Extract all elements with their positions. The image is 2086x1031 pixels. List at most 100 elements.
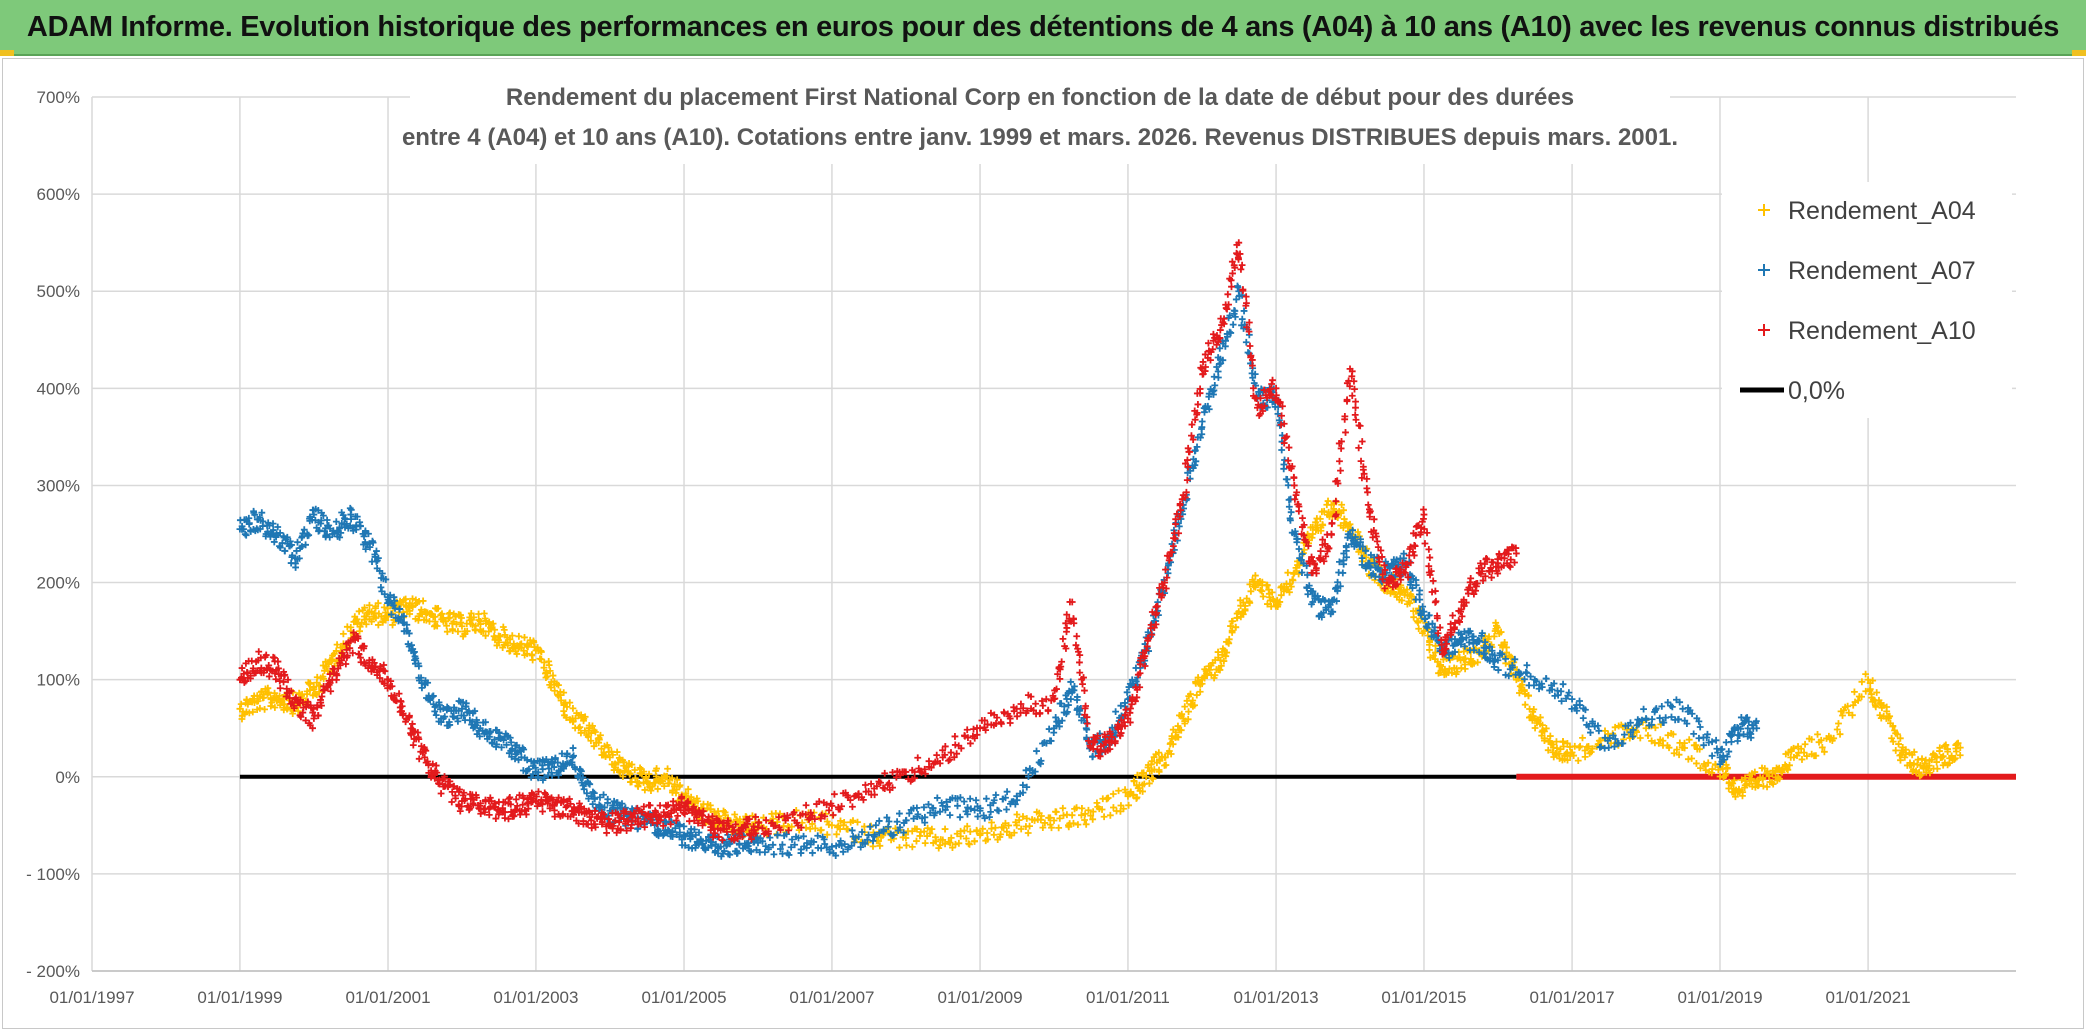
series-Rendement_A07	[236, 282, 1761, 860]
data-point-interp	[471, 707, 479, 715]
data-point-interp	[1115, 787, 1122, 795]
data-point-interp	[1291, 527, 1299, 535]
data-point-interp	[272, 532, 280, 539]
data-point-interp	[631, 774, 639, 782]
data-point-interp	[597, 731, 604, 739]
data-point-interp	[747, 848, 755, 856]
x-tick-label: 01/01/2003	[493, 988, 578, 1007]
data-point-interp	[391, 597, 399, 605]
data-point-interp	[1003, 788, 1011, 796]
data-point-interp	[303, 690, 311, 698]
data-point-interp	[1336, 558, 1343, 566]
data-point-interp	[1423, 624, 1431, 632]
data-point-interp	[1734, 737, 1742, 745]
data-point-interp	[563, 750, 571, 757]
data-point-interp	[460, 712, 468, 719]
data-point-interp	[1808, 736, 1816, 743]
data-point-interp	[1558, 697, 1565, 705]
data-point-interp	[431, 613, 439, 621]
data-point-interp	[1359, 543, 1367, 550]
data-point-interp	[1373, 537, 1381, 545]
data-point-interp	[1542, 725, 1550, 732]
points-layer	[236, 239, 1964, 860]
data-point-interp	[268, 699, 276, 706]
data-point-interp	[1055, 719, 1063, 727]
data-point-interp	[487, 728, 494, 735]
x-tick-label: 01/01/2011	[1086, 988, 1170, 1007]
data-point-interp	[523, 756, 531, 764]
data-point-interp	[1222, 337, 1229, 345]
data-point-interp	[1862, 670, 1870, 678]
data-point-interp	[1492, 622, 1500, 630]
data-point-interp	[566, 699, 574, 707]
data-point-interp	[808, 820, 816, 828]
data-point-interp	[1064, 689, 1072, 697]
data-point-interp	[319, 512, 327, 520]
data-point-interp	[1481, 638, 1489, 646]
data-point-interp	[552, 754, 559, 762]
data-point-interp	[1234, 282, 1241, 290]
data-point-interp	[1277, 591, 1285, 599]
data-point-interp	[1403, 586, 1411, 593]
data-point-interp	[1031, 817, 1038, 824]
data-point-interp	[1123, 688, 1131, 696]
data-point-interp	[465, 707, 473, 715]
data-point-interp	[242, 677, 250, 685]
data-point-interp	[1833, 726, 1841, 733]
data-point-interp	[1889, 723, 1897, 730]
data-point-interp	[276, 684, 284, 692]
data-point-interp	[908, 843, 916, 851]
data-point-interp	[560, 765, 568, 772]
data-point-interp	[1164, 569, 1172, 577]
legend-label: Rendement_A04	[1788, 197, 1976, 225]
data-point-interp	[928, 825, 936, 833]
data-point-interp	[1076, 669, 1084, 676]
data-point-interp	[337, 648, 345, 656]
data-point-interp	[1076, 659, 1083, 666]
data-point-interp	[1148, 757, 1156, 765]
data-point	[1235, 608, 1243, 616]
data-point-interp	[1686, 706, 1694, 714]
data-point-interp	[462, 703, 470, 711]
data-point-interp	[1542, 675, 1550, 682]
data-point	[828, 821, 836, 829]
data-point-interp	[1869, 677, 1877, 685]
data-point-interp	[880, 827, 887, 835]
data-point-interp	[1039, 824, 1047, 831]
data-point-interp	[595, 801, 603, 809]
data-point-interp	[1801, 740, 1809, 748]
data-point-interp	[1429, 577, 1437, 585]
data-point-interp	[1453, 668, 1461, 676]
data-point-interp	[1050, 729, 1058, 737]
data-point-interp	[1280, 465, 1288, 473]
data-point-interp	[1043, 739, 1050, 747]
data-point-interp	[265, 689, 273, 696]
data-point-interp	[1555, 750, 1563, 758]
data-point-interp	[1257, 586, 1264, 594]
data-point-interp	[924, 824, 932, 832]
data-point-interp	[1284, 481, 1292, 489]
data-point-interp	[1695, 717, 1703, 725]
x-tick-label: 01/01/2019	[1677, 988, 1762, 1007]
data-point-interp	[684, 785, 692, 793]
data-point-interp	[332, 518, 340, 526]
data-point-interp	[776, 810, 784, 818]
data-point-interp	[1358, 561, 1366, 569]
data-point-interp	[489, 620, 497, 627]
data-point-interp	[1156, 757, 1164, 765]
data-point-interp	[1295, 545, 1303, 553]
data-point-interp	[1388, 561, 1396, 569]
data-point-interp	[1902, 750, 1910, 758]
data-point-interp	[302, 541, 309, 549]
data-point-interp	[783, 830, 790, 838]
series-Rendement_A04	[236, 497, 1964, 852]
data-point-interp	[1431, 598, 1439, 606]
data-point-interp	[1668, 703, 1676, 711]
data-point-interp	[890, 831, 898, 839]
data-point-interp	[320, 675, 328, 683]
data-point-interp	[931, 809, 939, 817]
data-point-interp	[1181, 717, 1189, 725]
data-point-interp	[936, 808, 944, 816]
data-point-interp	[458, 614, 465, 622]
data-point	[939, 836, 947, 844]
